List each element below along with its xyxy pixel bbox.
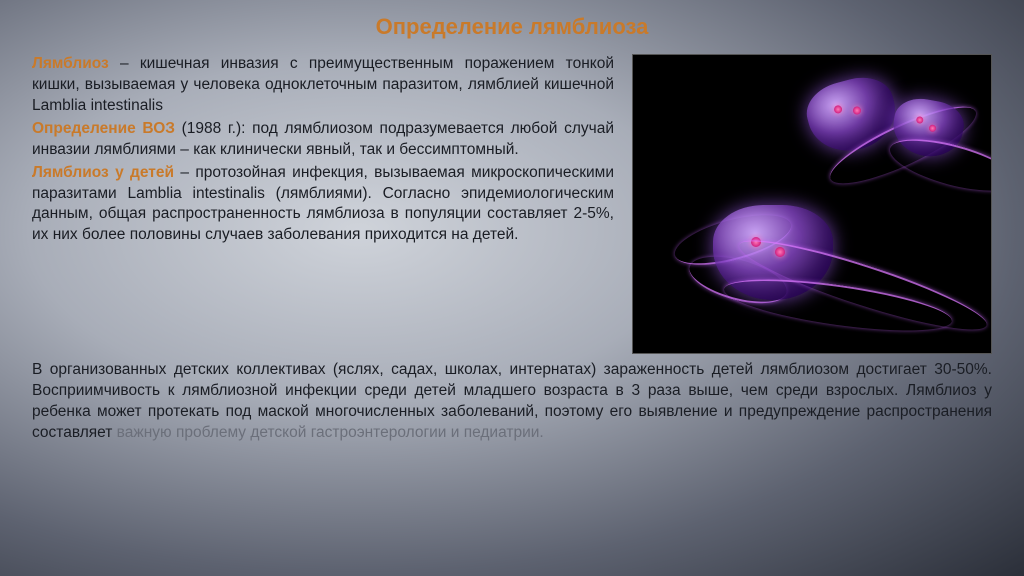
slide-root: Определение лямблиоза Лямблиоз – кишечна…: [0, 0, 1024, 576]
p2-lead: Определение ВОЗ: [32, 120, 175, 137]
paragraph-4: В организованных детских коллективах (яс…: [32, 360, 992, 444]
paragraph-1: Лямблиоз – кишечная инвазия с преимущест…: [32, 54, 614, 117]
p1-lead: Лямблиоз: [32, 55, 109, 72]
paragraph-2: Определение ВОЗ (1988 г.): под лямблиозо…: [32, 119, 614, 161]
paragraph-3: Лямблиоз у детей – протозойная инфекция,…: [32, 163, 614, 247]
text-column: Лямблиоз – кишечная инвазия с преимущест…: [32, 54, 614, 354]
p3-lead: Лямблиоз у детей: [32, 164, 174, 181]
p1-rest: – кишечная инвазия с преимущественным по…: [32, 55, 614, 114]
slide-title: Определение лямблиоза: [32, 14, 992, 40]
p4-fade: важную проблему детской гастроэнтерологи…: [117, 424, 544, 441]
upper-row: Лямблиоз – кишечная инвазия с преимущест…: [32, 54, 992, 354]
illustration-lamblia: [632, 54, 992, 354]
